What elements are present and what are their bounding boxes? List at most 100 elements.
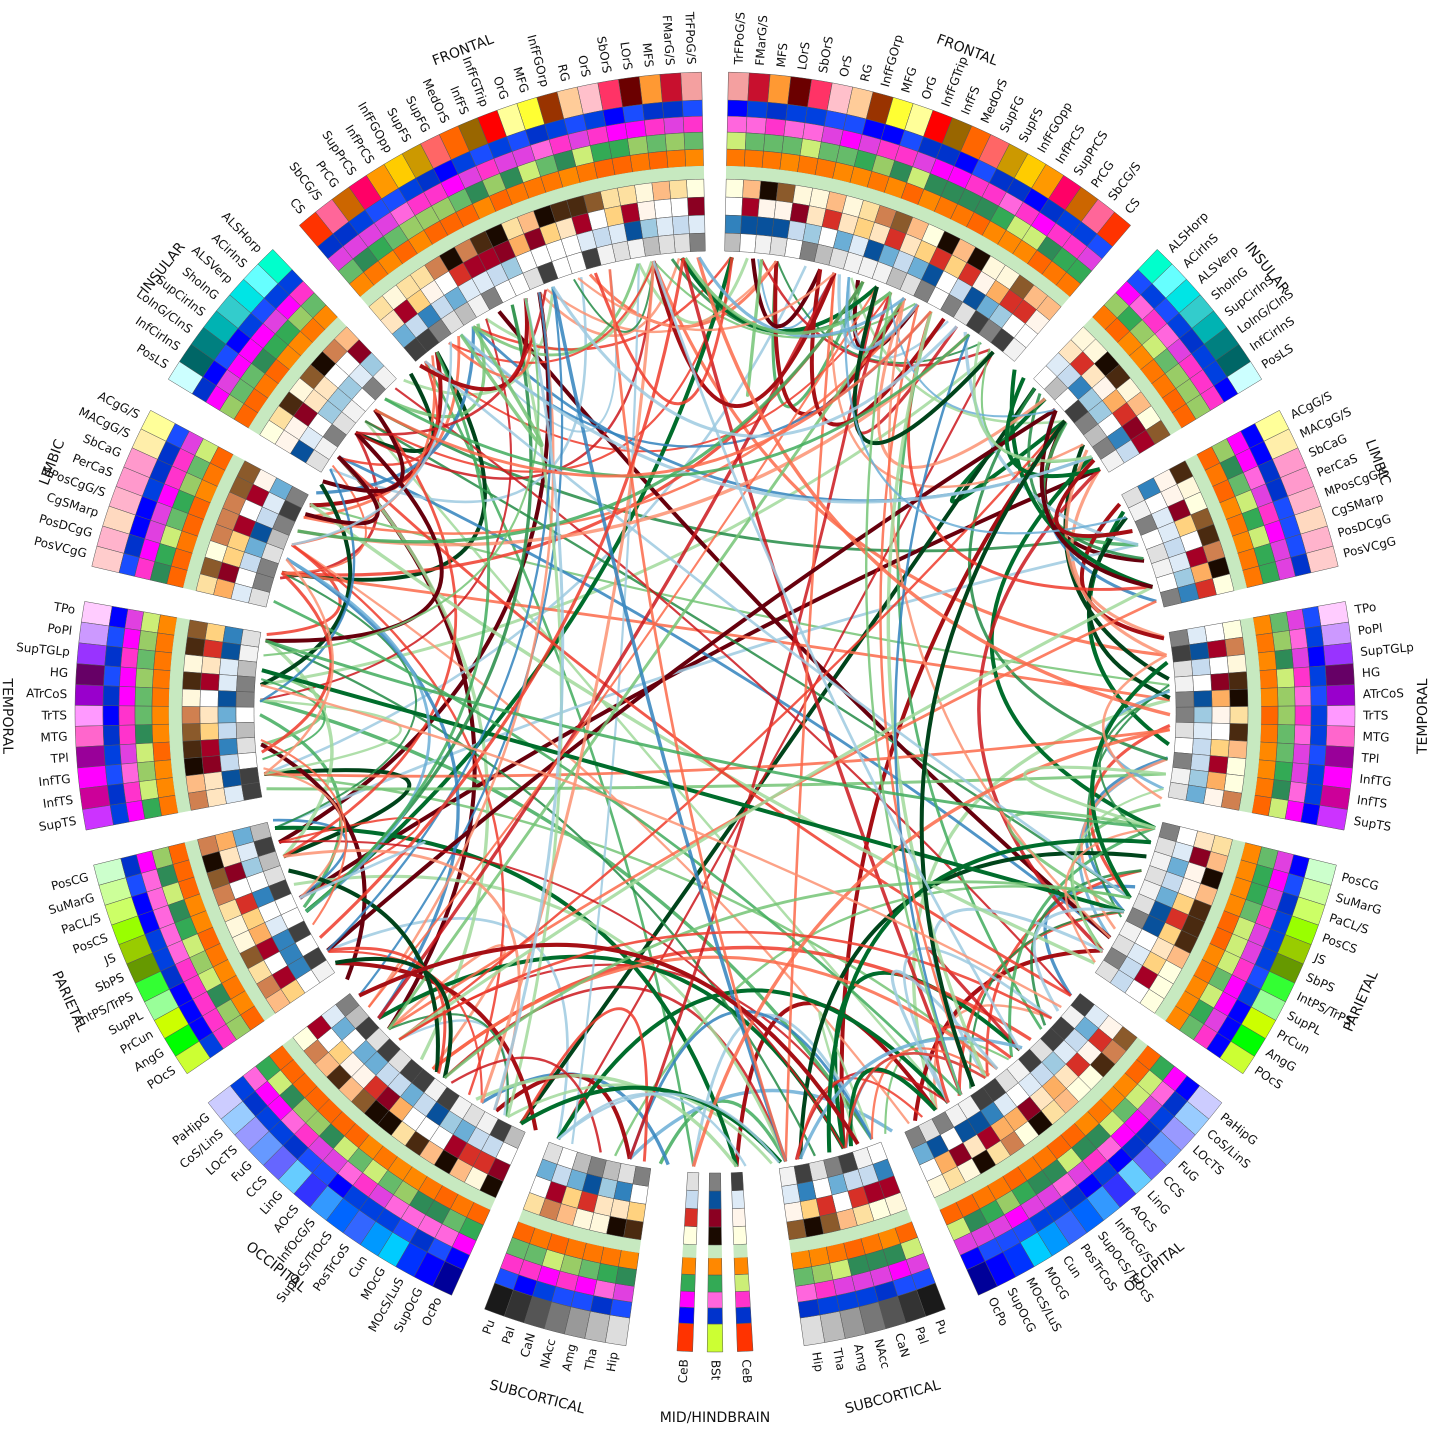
annotation-cell xyxy=(122,627,142,650)
region-label: TPo xyxy=(52,600,76,617)
connection-link xyxy=(797,1077,924,1160)
annotation-cell xyxy=(202,639,224,659)
annotation-cell xyxy=(141,797,162,820)
connection-link xyxy=(493,297,565,1111)
region-label: TrTS xyxy=(41,708,68,722)
annotation-cell xyxy=(536,261,559,285)
annotation-cell xyxy=(680,1273,696,1292)
annotation-cell xyxy=(261,542,284,565)
connection-link xyxy=(538,258,681,337)
annotation-cell xyxy=(760,167,781,184)
annotation-cell xyxy=(235,722,255,739)
connection-link xyxy=(1008,826,1156,1058)
annotation-cell xyxy=(686,1171,700,1191)
annotation-cell xyxy=(725,178,744,199)
connection-link xyxy=(1086,516,1171,700)
annotation-cell xyxy=(735,1290,751,1308)
region-label: InfTS xyxy=(42,793,74,811)
annotation-cell xyxy=(1190,657,1211,677)
annotation-cell xyxy=(1277,686,1296,707)
connection-link xyxy=(652,260,1022,1051)
annotation-cell xyxy=(185,773,207,794)
annotation-cell xyxy=(136,649,156,670)
annotation-cell xyxy=(372,365,397,390)
region-cell xyxy=(1316,804,1348,831)
region-label: OcPo xyxy=(419,1295,445,1328)
annotation-cell xyxy=(170,758,187,778)
annotation-rings xyxy=(74,71,1356,1353)
region-label: SupTS xyxy=(1353,814,1393,834)
connection-link xyxy=(291,341,453,546)
annotation-cell xyxy=(268,879,292,901)
annotation-cell xyxy=(1276,667,1295,689)
connection-link xyxy=(367,286,878,1008)
region-label: Pu xyxy=(480,1318,498,1337)
annotation-cell xyxy=(1310,705,1328,726)
annotation-cell xyxy=(1175,691,1195,708)
region-label: MFS xyxy=(640,42,656,68)
annotation-cell xyxy=(123,781,143,804)
region-label: CCS xyxy=(1160,1173,1187,1200)
connection-link xyxy=(911,698,1171,1111)
annotation-cell xyxy=(799,1198,821,1220)
annotation-cell xyxy=(617,184,638,207)
annotation-cell xyxy=(1291,647,1310,669)
annotation-cell xyxy=(237,752,258,770)
connection-link xyxy=(298,467,1101,900)
connection-link xyxy=(573,261,655,333)
annotation-cell xyxy=(624,119,647,139)
connection-link xyxy=(398,585,1154,1041)
annotation-cell xyxy=(651,180,671,201)
annotation-cell xyxy=(797,1298,821,1319)
lobe-label: SUBCORTICAL xyxy=(488,1377,587,1417)
annotation-cell xyxy=(168,706,183,725)
annotation-cell xyxy=(664,132,686,152)
connection-link xyxy=(658,1099,788,1165)
annotation-cell xyxy=(351,387,376,412)
connection-link xyxy=(334,956,453,1079)
annotation-cell xyxy=(104,645,123,668)
region-label: LOrS xyxy=(795,41,813,71)
connection-link xyxy=(681,257,963,1096)
connection-link xyxy=(358,942,860,1146)
annotation-cell xyxy=(171,634,188,655)
annotation-cell xyxy=(313,436,339,460)
connection-link xyxy=(266,543,342,637)
region-label: Pal xyxy=(912,1325,931,1346)
annotation-cell xyxy=(775,182,796,204)
annotation-cell xyxy=(121,762,140,784)
region-label: MFG xyxy=(898,65,919,95)
annotation-cell xyxy=(1309,725,1328,746)
annotation-cell xyxy=(248,587,271,608)
annotation-cell xyxy=(1287,781,1307,804)
annotation-cell xyxy=(773,200,794,221)
annotation-cell xyxy=(634,182,655,204)
annotation-cell xyxy=(761,150,783,171)
connection-link xyxy=(265,639,816,1157)
annotation-cell xyxy=(1209,739,1230,758)
connection-link xyxy=(557,1092,781,1164)
region-label: CS xyxy=(1122,195,1143,216)
connection-link xyxy=(274,825,739,1168)
connection-link xyxy=(304,256,734,914)
annotation-cell xyxy=(681,1256,697,1275)
annotation-cell xyxy=(1271,779,1292,801)
region-label: TrFPoG/S xyxy=(732,12,748,66)
connection-link xyxy=(865,292,963,1096)
region-label: JS xyxy=(101,951,118,969)
annotation-cell xyxy=(647,150,669,171)
region-cell xyxy=(680,71,703,102)
annotation-cell xyxy=(200,672,220,691)
annotation-cell xyxy=(636,200,657,221)
annotation-cell xyxy=(240,628,262,648)
annotation-cell xyxy=(681,99,703,118)
annotation-cell xyxy=(725,165,745,181)
region-label: InfTG xyxy=(1359,772,1392,789)
connection-link xyxy=(852,286,995,446)
annotation-cell xyxy=(1277,705,1296,726)
annotation-cell xyxy=(361,376,387,401)
annotation-cell xyxy=(556,1146,578,1170)
annotation-cell xyxy=(453,301,477,326)
connection-link xyxy=(472,263,640,357)
region-label: MTG xyxy=(1362,730,1390,745)
